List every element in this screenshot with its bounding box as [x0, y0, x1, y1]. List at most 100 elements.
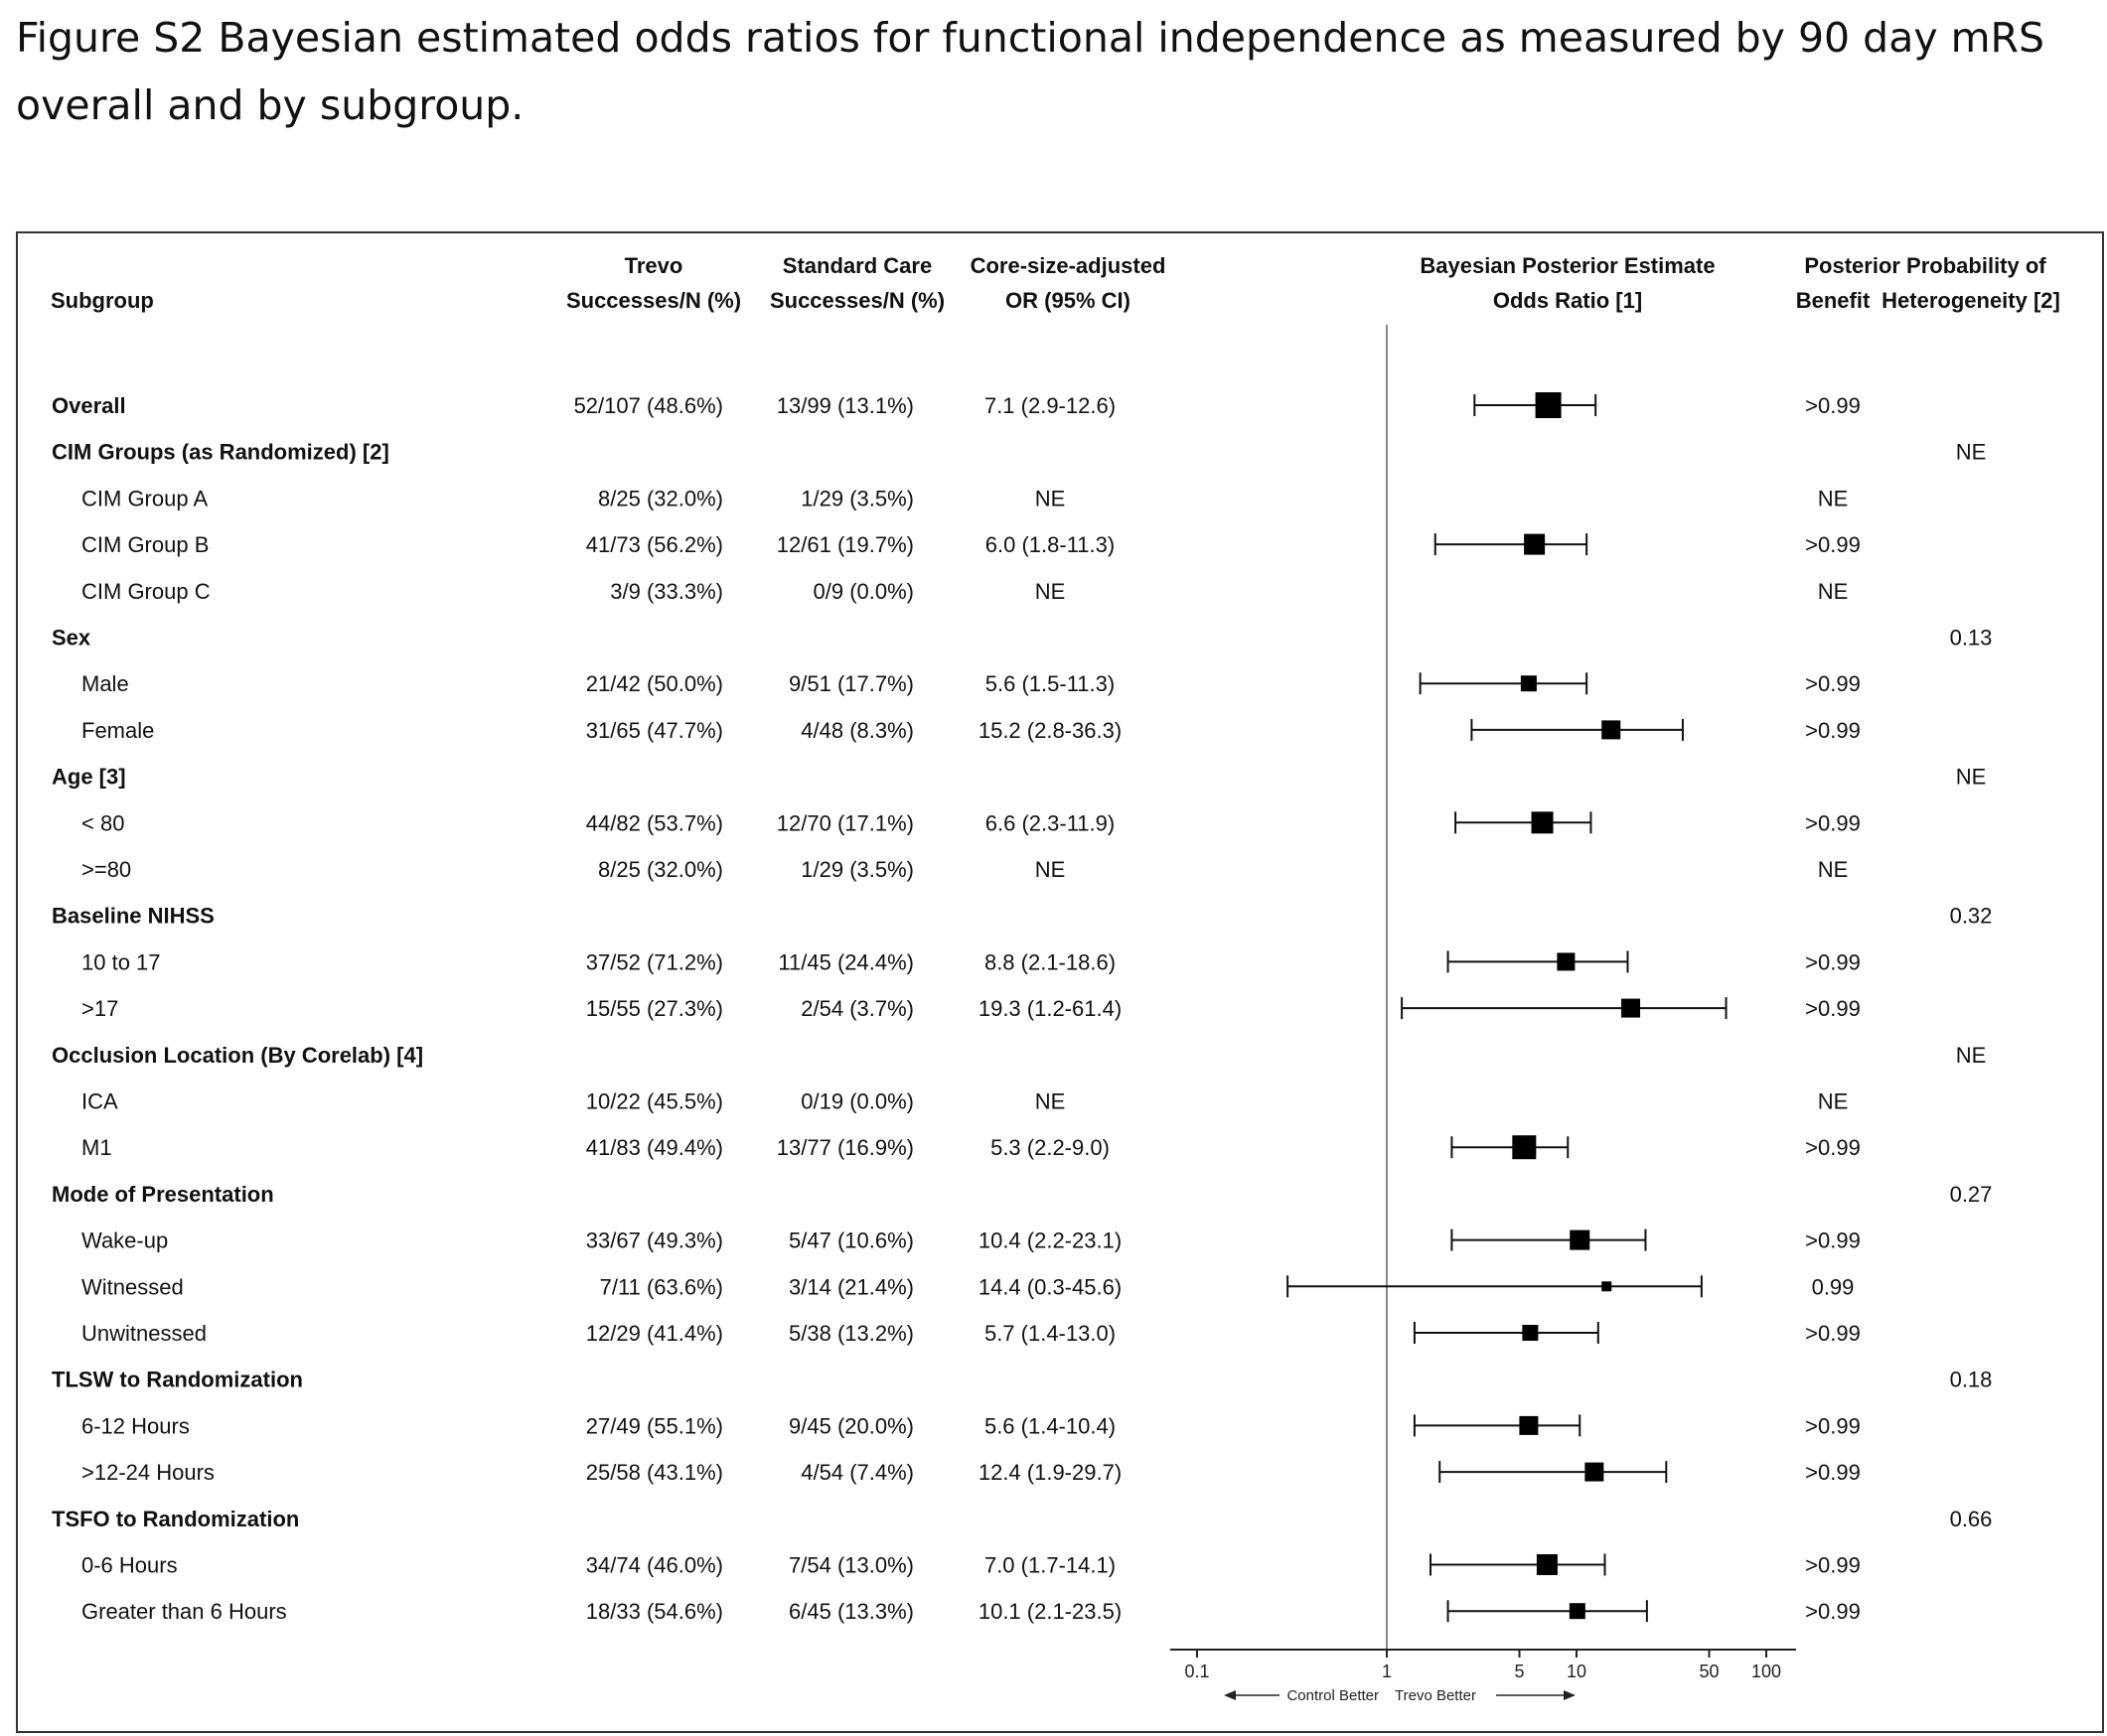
subgroup-label: >12-24 Hours: [81, 1460, 215, 1485]
adjusted-odds-ratio: 5.7 (1.4-13.0): [984, 1321, 1116, 1346]
arrow-left-icon: [1224, 1690, 1236, 1700]
posterior-benefit: NE: [1818, 1089, 1849, 1114]
standard-care-successes: 9/51 (17.7%): [789, 671, 914, 696]
subgroup-label: Unwitnessed: [81, 1321, 207, 1346]
adjusted-odds-ratio: 5.6 (1.5-11.3): [985, 671, 1115, 696]
estimate-marker: [1438, 1461, 1668, 1484]
point-estimate: [1522, 1325, 1539, 1341]
table-row: TLSW to Randomization 0.18: [52, 1368, 1992, 1392]
table-row: Wake-up 33/67 (49.3%) 5/47 (10.6%) 10.4 (2.…: [81, 1229, 1861, 1253]
trevo-successes: 27/49 (55.1%): [586, 1413, 723, 1438]
header-or-sub: OR (95% CI): [1005, 288, 1130, 313]
standard-care-successes: 9/45 (20.0%): [789, 1413, 914, 1438]
estimate-marker: [1450, 1229, 1647, 1251]
table-row: CIM Group C 3/9 (33.3%) 0/9 (0.0%) NE NE: [81, 579, 1848, 604]
standard-care-successes: 7/54 (13.0%): [789, 1553, 914, 1578]
standard-care-successes: 13/99 (13.1%): [777, 393, 914, 418]
point-estimate: [1621, 998, 1641, 1018]
point-estimate: [1524, 533, 1546, 555]
posterior-benefit: >0.99: [1805, 718, 1861, 743]
point-estimate: [1535, 392, 1562, 418]
standard-care-successes: 3/14 (21.4%): [789, 1274, 914, 1299]
adjusted-odds-ratio: 6.6 (2.3-11.9): [985, 810, 1115, 835]
x-axis-tick-label: 100: [1751, 1662, 1781, 1681]
table-row: TSFO to Randomization 0.66: [52, 1507, 1992, 1531]
subgroup-label: Male: [81, 671, 129, 696]
posterior-benefit: >0.99: [1805, 1460, 1861, 1485]
posterior-heterogeneity: NE: [1956, 440, 1987, 465]
point-estimate: [1519, 1415, 1539, 1435]
header-bayesian: Bayesian Posterior Estimate: [1420, 253, 1715, 278]
table-rows: Overall 52/107 (48.6%) 13/99 (13.1%) 7.1 (2…: [52, 393, 1992, 1624]
subgroup-label: M1: [81, 1135, 112, 1160]
adjusted-odds-ratio: 7.1 (2.9-12.6): [984, 393, 1116, 418]
header-bayesian-sub: Odds Ratio [1]: [1493, 288, 1642, 313]
forest-plot-figure: Subgroup Trevo Successes/N (%) Standard …: [16, 231, 2104, 1733]
x-axis-tick-label: 50: [1699, 1662, 1719, 1681]
posterior-benefit: >0.99: [1805, 810, 1861, 835]
table-row: Overall 52/107 (48.6%) 13/99 (13.1%) 7.1 (2…: [52, 393, 1861, 418]
estimate-marker: [1419, 672, 1588, 695]
adjusted-odds-ratio: 5.3 (2.2-9.0): [990, 1135, 1110, 1160]
posterior-benefit: NE: [1818, 486, 1849, 510]
table-header: Subgroup Trevo Successes/N (%) Standard …: [51, 253, 2060, 313]
table-row: CIM Group A 8/25 (32.0%) 1/29 (3.5%) NE NE: [81, 486, 1848, 510]
trevo-successes: 8/25 (32.0%): [598, 857, 723, 882]
trevo-successes: 8/25 (32.0%): [598, 486, 723, 510]
posterior-benefit: >0.99: [1805, 1553, 1861, 1578]
forest-plot-area: 0.1 1 5 10 50 100 Control Better Trevo Better: [1170, 325, 1796, 1704]
estimate-marker: [1470, 718, 1684, 741]
header-standard-care-sub: Successes/N (%): [770, 288, 945, 313]
posterior-benefit: NE: [1818, 857, 1849, 882]
subgroup-heading: Baseline NIHSS: [52, 904, 215, 929]
point-estimate: [1557, 952, 1576, 971]
table-row: Mode of Presentation 0.27: [52, 1182, 1992, 1207]
table-row: Greater than 6 Hours 18/33 (54.6%) 6/45 (1…: [81, 1599, 1861, 1624]
trevo-successes: 3/9 (33.3%): [610, 579, 723, 604]
point-estimate: [1531, 811, 1554, 834]
standard-care-successes: 1/29 (3.5%): [801, 486, 914, 510]
header-posterior: Posterior Probability of: [1804, 253, 2046, 278]
adjusted-odds-ratio: 15.2 (2.8-36.3): [978, 718, 1122, 743]
header-trevo-sub: Successes/N (%): [566, 288, 741, 313]
estimate-marker: [1446, 950, 1629, 973]
standard-care-successes: 12/70 (17.1%): [777, 810, 914, 835]
table-row: < 80 44/82 (53.7%) 12/70 (17.1%) 6.6 (2.3-1…: [81, 810, 1861, 835]
point-estimate: [1570, 1230, 1590, 1250]
adjusted-odds-ratio: 5.6 (1.4-10.4): [984, 1413, 1116, 1438]
posterior-benefit: >0.99: [1805, 393, 1861, 418]
trevo-successes: 44/82 (53.7%): [586, 810, 723, 835]
posterior-benefit: 0.99: [1812, 1274, 1855, 1299]
standard-care-successes: 12/61 (19.7%): [777, 532, 914, 557]
table-row: Age [3] NE: [52, 765, 1986, 790]
subgroup-heading: Sex: [52, 626, 91, 651]
posterior-benefit: >0.99: [1805, 532, 1861, 557]
posterior-benefit: >0.99: [1805, 671, 1861, 696]
adjusted-odds-ratio: NE: [1035, 579, 1066, 604]
estimate-marker: [1413, 1322, 1599, 1344]
subgroup-label: Wake-up: [81, 1229, 168, 1253]
adjusted-odds-ratio: 19.3 (1.2-61.4): [978, 996, 1122, 1021]
posterior-benefit: >0.99: [1805, 1599, 1861, 1624]
point-estimate: [1601, 1281, 1612, 1292]
table-row: 0-6 Hours 34/74 (46.0%) 7/54 (13.0%) 7.0 (1…: [81, 1553, 1861, 1578]
trevo-successes: 10/22 (45.5%): [586, 1089, 723, 1114]
posterior-heterogeneity: 0.32: [1950, 904, 1993, 929]
posterior-benefit: >0.99: [1805, 949, 1861, 974]
adjusted-odds-ratio: 7.0 (1.7-14.1): [984, 1553, 1116, 1578]
trevo-successes: 37/52 (71.2%): [586, 949, 723, 974]
subgroup-heading: Overall: [52, 393, 126, 418]
subgroup-heading: Occlusion Location (By Corelab) [4]: [52, 1043, 423, 1068]
subgroup-label: CIM Group A: [81, 486, 208, 510]
trevo-successes: 25/58 (43.1%): [586, 1460, 723, 1485]
standard-care-successes: 5/47 (10.6%): [789, 1229, 914, 1253]
adjusted-odds-ratio: NE: [1035, 857, 1066, 882]
trevo-successes: 34/74 (46.0%): [586, 1553, 723, 1578]
estimate-marker: [1454, 811, 1592, 834]
adjusted-odds-ratio: 10.1 (2.1-23.5): [978, 1599, 1122, 1624]
posterior-heterogeneity: 0.27: [1950, 1182, 1993, 1207]
standard-care-successes: 5/38 (13.2%): [789, 1321, 914, 1346]
header-or: Core-size-adjusted: [971, 253, 1166, 278]
subgroup-label: Greater than 6 Hours: [81, 1599, 287, 1624]
table-row: >=80 8/25 (32.0%) 1/29 (3.5%) NE NE: [81, 857, 1848, 882]
